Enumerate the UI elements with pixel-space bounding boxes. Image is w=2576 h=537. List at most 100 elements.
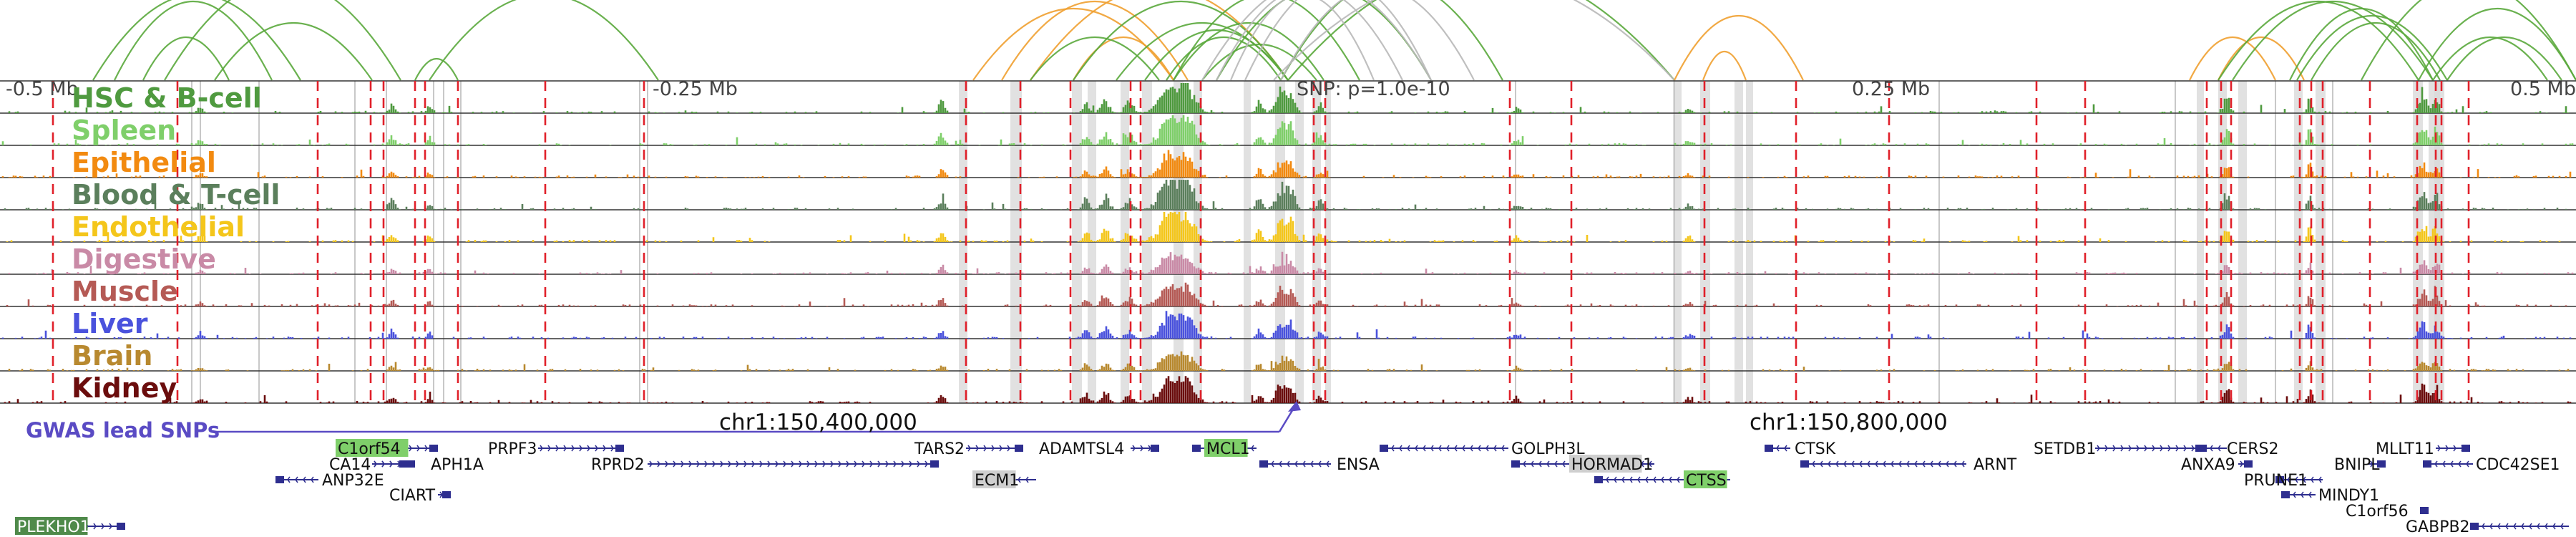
interaction-arc	[1280, 0, 1475, 81]
gene-highlight	[1204, 439, 1248, 457]
signal-peaks	[4, 376, 2572, 403]
gene-model: GABPB2	[2406, 518, 2569, 536]
gene-label: C1orf54	[338, 440, 401, 458]
gene-label: ANP32E	[322, 472, 384, 490]
axis-label-left: -0.5 Mb	[6, 78, 79, 100]
gene-model: MINDY1	[2281, 487, 2379, 505]
interaction-arc	[2218, 0, 2419, 81]
gene-model: C1orf54	[336, 439, 438, 458]
gwas-snp-marker	[1288, 401, 1301, 412]
signal-track	[0, 83, 2576, 114]
exon-block	[1511, 460, 1520, 468]
exon-block	[275, 476, 284, 483]
gene-model: APH1A	[372, 456, 484, 474]
exon-block	[1594, 476, 1603, 483]
gene-model: C1orf56	[2346, 503, 2429, 521]
gene-model: ANXA9	[2181, 456, 2253, 474]
signal-peaks	[8, 251, 2574, 274]
gene-label: CTSS	[1686, 472, 1727, 490]
exon-block	[2244, 460, 2253, 468]
gene-model: CDC42SE1	[2423, 456, 2560, 474]
exon-block	[1800, 460, 1809, 468]
gene-label: ARNT	[1974, 456, 2017, 474]
track-label: Spleen	[72, 115, 176, 146]
gene-model: MLLT11	[2376, 440, 2470, 458]
interaction-arc	[92, 0, 301, 81]
gene-label: CDC42SE1	[2476, 456, 2560, 474]
interaction-arc	[1001, 1, 1189, 81]
track-label: Muscle	[72, 276, 178, 307]
track-label: Digestive	[72, 243, 216, 275]
interaction-arc	[2189, 37, 2276, 81]
interaction-arc	[1280, 0, 1503, 81]
interaction-arc	[2218, 37, 2305, 81]
gene-model: ADAMTSL4	[1039, 440, 1159, 458]
exon-block	[2377, 460, 2386, 468]
exon-block	[2275, 476, 2284, 483]
interaction-arc	[2289, 7, 2434, 81]
gene-highlight	[336, 439, 409, 457]
gene-label: PLEKHO1	[17, 518, 90, 536]
gene-label: ANXA9	[2181, 456, 2235, 474]
interaction-arc	[1173, 0, 1360, 81]
track-label: HSC & B-cell	[72, 82, 262, 114]
gene-model: PLEKHO1	[15, 517, 125, 536]
strand-arrows	[540, 445, 614, 452]
signal-peaks	[4, 180, 2567, 210]
interaction-arc	[1073, 0, 1289, 81]
interaction-arc	[114, 1, 273, 81]
axis-label-right: 0.5 Mb	[2510, 78, 2576, 100]
track-label: Brain	[72, 340, 152, 372]
exon-block	[1380, 445, 1388, 452]
gene-model: SETDB1	[2034, 440, 2204, 458]
gene-label: ENSA	[1337, 456, 1380, 474]
position-axis: -0.5 Mb -0.25 Mb SNP: p=1.0e-10 0.25 Mb …	[6, 78, 2576, 100]
interaction-arc	[1030, 37, 1160, 81]
exon-block	[442, 491, 451, 498]
gene-model: TARS2	[914, 440, 1023, 458]
interaction-arc	[1287, 0, 1675, 81]
interaction-arc	[164, 0, 401, 81]
gene-label: GABPB2	[2406, 518, 2470, 536]
signal-track	[0, 150, 2576, 178]
interaction-arc	[1144, 29, 1289, 81]
interaction-arc	[1273, 0, 1675, 81]
strand-arrows	[2437, 445, 2464, 452]
interaction-arc	[414, 58, 459, 81]
exon-block	[2470, 523, 2479, 530]
signal-track	[0, 282, 2576, 307]
gene-model: CTSK	[1765, 440, 1836, 458]
gene-label: APH1A	[431, 456, 484, 474]
gene-model: CIART	[389, 487, 451, 505]
exon-block	[615, 445, 624, 452]
strand-arrows	[649, 460, 936, 468]
signal-peaks	[6, 212, 2561, 242]
exon-block	[2281, 491, 2290, 498]
exon-block	[930, 460, 939, 468]
exon-block	[1151, 445, 1159, 452]
gene-label: MLLT11	[2376, 440, 2434, 458]
signal-track	[0, 251, 2576, 275]
exon-block	[2420, 507, 2429, 514]
exon-block	[2423, 460, 2431, 468]
strand-arrows	[967, 445, 1018, 452]
coordinate-left: chr1:150,400,000	[719, 410, 917, 435]
strand-arrows	[2097, 445, 2195, 452]
signal-track	[0, 212, 2576, 243]
track-label: Endothelial	[72, 211, 245, 243]
interaction-arc	[1229, 0, 1375, 81]
exon-block	[117, 523, 125, 530]
exon-block	[406, 460, 415, 468]
gene-label: CIART	[389, 487, 436, 505]
exon-block	[2462, 445, 2470, 452]
gene-highlight	[1684, 470, 1727, 488]
gene-model: ARNT	[1800, 456, 2017, 474]
interaction-arc	[1073, 36, 1174, 81]
interaction-arc	[2361, 0, 2576, 81]
gene-model: CTSS	[1594, 470, 1730, 490]
signal-track	[0, 351, 2576, 372]
interaction-arc	[1201, 44, 1317, 81]
gene-label: PRUNE1	[2244, 472, 2308, 490]
